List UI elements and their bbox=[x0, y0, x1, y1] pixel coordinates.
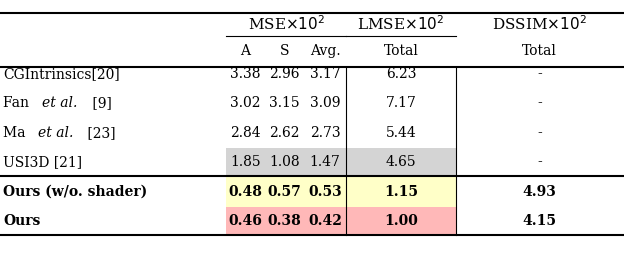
Text: 3.17: 3.17 bbox=[310, 67, 341, 81]
Text: 3.02: 3.02 bbox=[230, 96, 260, 110]
Text: 0.48: 0.48 bbox=[228, 185, 262, 199]
Text: 2.73: 2.73 bbox=[310, 126, 341, 140]
Text: 2.84: 2.84 bbox=[230, 126, 261, 140]
Text: Ours: Ours bbox=[3, 214, 41, 228]
Text: Fan: Fan bbox=[3, 96, 34, 110]
Text: 1.15: 1.15 bbox=[384, 185, 418, 199]
Text: -: - bbox=[537, 96, 542, 110]
Text: Ours (w/o. shader): Ours (w/o. shader) bbox=[3, 185, 147, 199]
Text: Total: Total bbox=[522, 44, 557, 58]
Text: [23]: [23] bbox=[84, 126, 116, 140]
Text: Total: Total bbox=[384, 44, 418, 58]
Text: CGIntrinsics[20]: CGIntrinsics[20] bbox=[3, 67, 120, 81]
Text: A: A bbox=[240, 44, 250, 58]
Text: Ma: Ma bbox=[3, 126, 30, 140]
Text: 1.00: 1.00 bbox=[384, 214, 418, 228]
Text: 0.53: 0.53 bbox=[308, 185, 342, 199]
Text: S: S bbox=[280, 44, 289, 58]
Text: 3.15: 3.15 bbox=[269, 96, 300, 110]
Text: 1.47: 1.47 bbox=[310, 155, 341, 170]
Text: 7.17: 7.17 bbox=[386, 96, 416, 110]
Text: 0.57: 0.57 bbox=[267, 185, 301, 199]
Text: LMSE$\times10^2$: LMSE$\times10^2$ bbox=[358, 15, 444, 33]
Text: 4.15: 4.15 bbox=[523, 214, 557, 228]
Text: 3.38: 3.38 bbox=[230, 67, 260, 81]
Text: DSSIM$\times10^2$: DSSIM$\times10^2$ bbox=[492, 15, 587, 33]
Text: 2.96: 2.96 bbox=[269, 67, 300, 81]
Text: [9]: [9] bbox=[88, 96, 112, 110]
Text: USI3D [21]: USI3D [21] bbox=[3, 155, 82, 170]
Text: 0.42: 0.42 bbox=[308, 214, 342, 228]
Text: -: - bbox=[537, 155, 542, 170]
Text: 1.08: 1.08 bbox=[269, 155, 300, 170]
Text: 0.46: 0.46 bbox=[228, 214, 262, 228]
Text: 4.93: 4.93 bbox=[523, 185, 557, 199]
Text: 3.09: 3.09 bbox=[310, 96, 340, 110]
Text: 2.62: 2.62 bbox=[269, 126, 300, 140]
Text: 4.65: 4.65 bbox=[386, 155, 416, 170]
Text: 1.85: 1.85 bbox=[230, 155, 261, 170]
Text: 0.38: 0.38 bbox=[267, 214, 301, 228]
Text: 5.44: 5.44 bbox=[386, 126, 416, 140]
Text: MSE$\times10^2$: MSE$\times10^2$ bbox=[248, 15, 324, 33]
Text: Avg.: Avg. bbox=[310, 44, 341, 58]
Text: -: - bbox=[537, 126, 542, 140]
Text: et al.: et al. bbox=[42, 96, 78, 110]
Text: 6.23: 6.23 bbox=[386, 67, 416, 81]
Text: -: - bbox=[537, 67, 542, 81]
Text: et al.: et al. bbox=[38, 126, 73, 140]
